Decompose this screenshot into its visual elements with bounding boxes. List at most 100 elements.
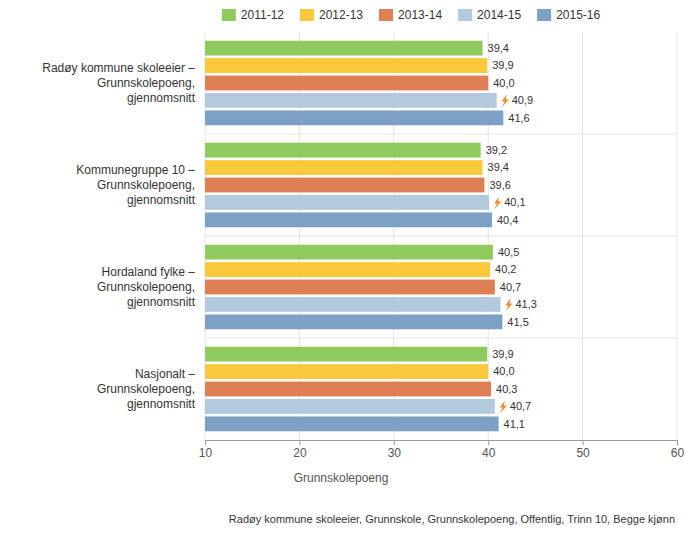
legend-item: 2013-14 [379, 8, 442, 22]
category-label-line: Grunnskolepoeng, [97, 382, 195, 396]
data-label: 40,0 [493, 77, 514, 89]
bar [205, 195, 489, 210]
chart: 39,439,240,539,939,939,440,240,040,039,6… [0, 0, 700, 550]
legend-item: 2012-13 [300, 8, 363, 22]
category-label-line: Kommunegruppe 10 – [76, 163, 195, 177]
legend: 2011-12 2012-13 2013-14 2014-15 2015-16 [222, 8, 601, 22]
tick: 40 [482, 440, 496, 460]
bar [205, 262, 490, 277]
tick: 50 [576, 440, 590, 460]
legend-swatch [300, 9, 314, 21]
category-label: Hordaland fylke –Grunnskolepoeng,gjennom… [97, 265, 196, 309]
tick-label: 20 [293, 446, 307, 460]
group-separator [205, 236, 677, 237]
category-label-line: Grunnskolepoeng, [97, 178, 195, 192]
legend-label: 2014-15 [477, 8, 521, 22]
data-label: 39,9 [492, 59, 513, 71]
bar [205, 416, 499, 431]
category-label-line: Nasjonalt – [135, 367, 195, 381]
tick-mark [583, 440, 584, 445]
bar [205, 347, 487, 362]
data-label: 40,9 [512, 94, 533, 106]
legend-label: 2015-16 [556, 8, 600, 22]
bar [205, 245, 493, 260]
flag-icon [494, 196, 501, 209]
bar [205, 364, 488, 379]
data-label: 39,2 [486, 144, 507, 156]
bar [205, 212, 492, 227]
data-label: 39,4 [488, 42, 509, 54]
bar [205, 41, 483, 56]
flag-icon [500, 400, 507, 413]
data-label: 39,9 [492, 348, 513, 360]
bar [205, 93, 497, 108]
data-label: 40,5 [498, 246, 519, 258]
legend-item: 2015-16 [537, 8, 600, 22]
axis-line [206, 441, 678, 446]
legend-item: 2014-15 [458, 8, 521, 22]
footnote: Radøy kommune skoleeier, Grunnskole, Gru… [229, 513, 675, 525]
tick: 20 [293, 440, 307, 460]
tick-mark [488, 440, 489, 445]
bar [205, 314, 502, 329]
data-labels: 39,439,240,539,939,939,440,240,040,039,6… [486, 42, 537, 430]
x-axis: 10 20 30 40 50 60 [199, 440, 685, 460]
legend-label: 2011-12 [241, 8, 284, 22]
tick-label: 10 [199, 446, 213, 460]
bar [205, 76, 488, 91]
legend-swatch [379, 9, 393, 21]
bar [205, 280, 495, 295]
category-label: Kommunegruppe 10 –Grunnskolepoeng,gjenno… [76, 163, 195, 207]
grid [205, 32, 677, 440]
bar [205, 143, 481, 158]
bar [205, 110, 503, 125]
legend-swatch [222, 9, 236, 21]
category-labels: Radøy kommune skoleeier –Grunnskolepoeng… [42, 61, 195, 411]
data-label: 41,1 [504, 418, 525, 430]
category-label-line: Grunnskolepoeng, [97, 76, 195, 90]
tick-mark [299, 440, 300, 445]
flag-icon [502, 94, 509, 107]
category-label-line: gjennomsnitt [127, 295, 196, 309]
data-label: 40,3 [496, 383, 517, 395]
bar [205, 160, 483, 175]
category-label-line: Radøy kommune skoleeier – [42, 61, 195, 75]
category-label: Nasjonalt –Grunnskolepoeng,gjennomsnitt [97, 367, 196, 411]
flag-icon [505, 298, 512, 311]
group-separator [205, 338, 677, 339]
group-separator [205, 134, 677, 135]
bar [205, 297, 500, 312]
tick: 10 [199, 440, 213, 460]
category-label: Radøy kommune skoleeier –Grunnskolepoeng… [42, 61, 195, 105]
data-label: 41,6 [508, 112, 529, 124]
legend-swatch [537, 9, 551, 21]
data-label: 40,7 [510, 400, 531, 412]
data-label: 40,4 [497, 214, 518, 226]
data-label: 40,7 [500, 281, 521, 293]
bar [205, 58, 487, 73]
bar [205, 178, 484, 193]
legend-label: 2012-13 [319, 8, 363, 22]
category-label-line: gjennomsnitt [127, 397, 196, 411]
bar [205, 382, 491, 397]
tick-mark [677, 440, 678, 445]
tick-mark [205, 440, 206, 445]
data-label: 41,5 [507, 316, 528, 328]
tick-mark [394, 440, 395, 445]
category-label-line: gjennomsnitt [127, 193, 196, 207]
category-label-line: Hordaland fylke – [102, 265, 196, 279]
legend-item: 2011-12 [222, 8, 284, 22]
tick: 60 [671, 440, 685, 460]
data-label: 40,0 [493, 365, 514, 377]
bar [205, 399, 495, 414]
data-label: 39,6 [489, 179, 510, 191]
category-label-line: Grunnskolepoeng, [97, 280, 195, 294]
tick-label: 40 [482, 446, 496, 460]
tick-label: 60 [671, 446, 685, 460]
legend-label: 2013-14 [398, 8, 442, 22]
category-label-line: gjennomsnitt [127, 91, 196, 105]
axis-title: Grunnskolepoeng [294, 471, 389, 485]
data-label: 41,3 [515, 298, 536, 310]
tick: 30 [388, 440, 402, 460]
bars [205, 41, 503, 432]
